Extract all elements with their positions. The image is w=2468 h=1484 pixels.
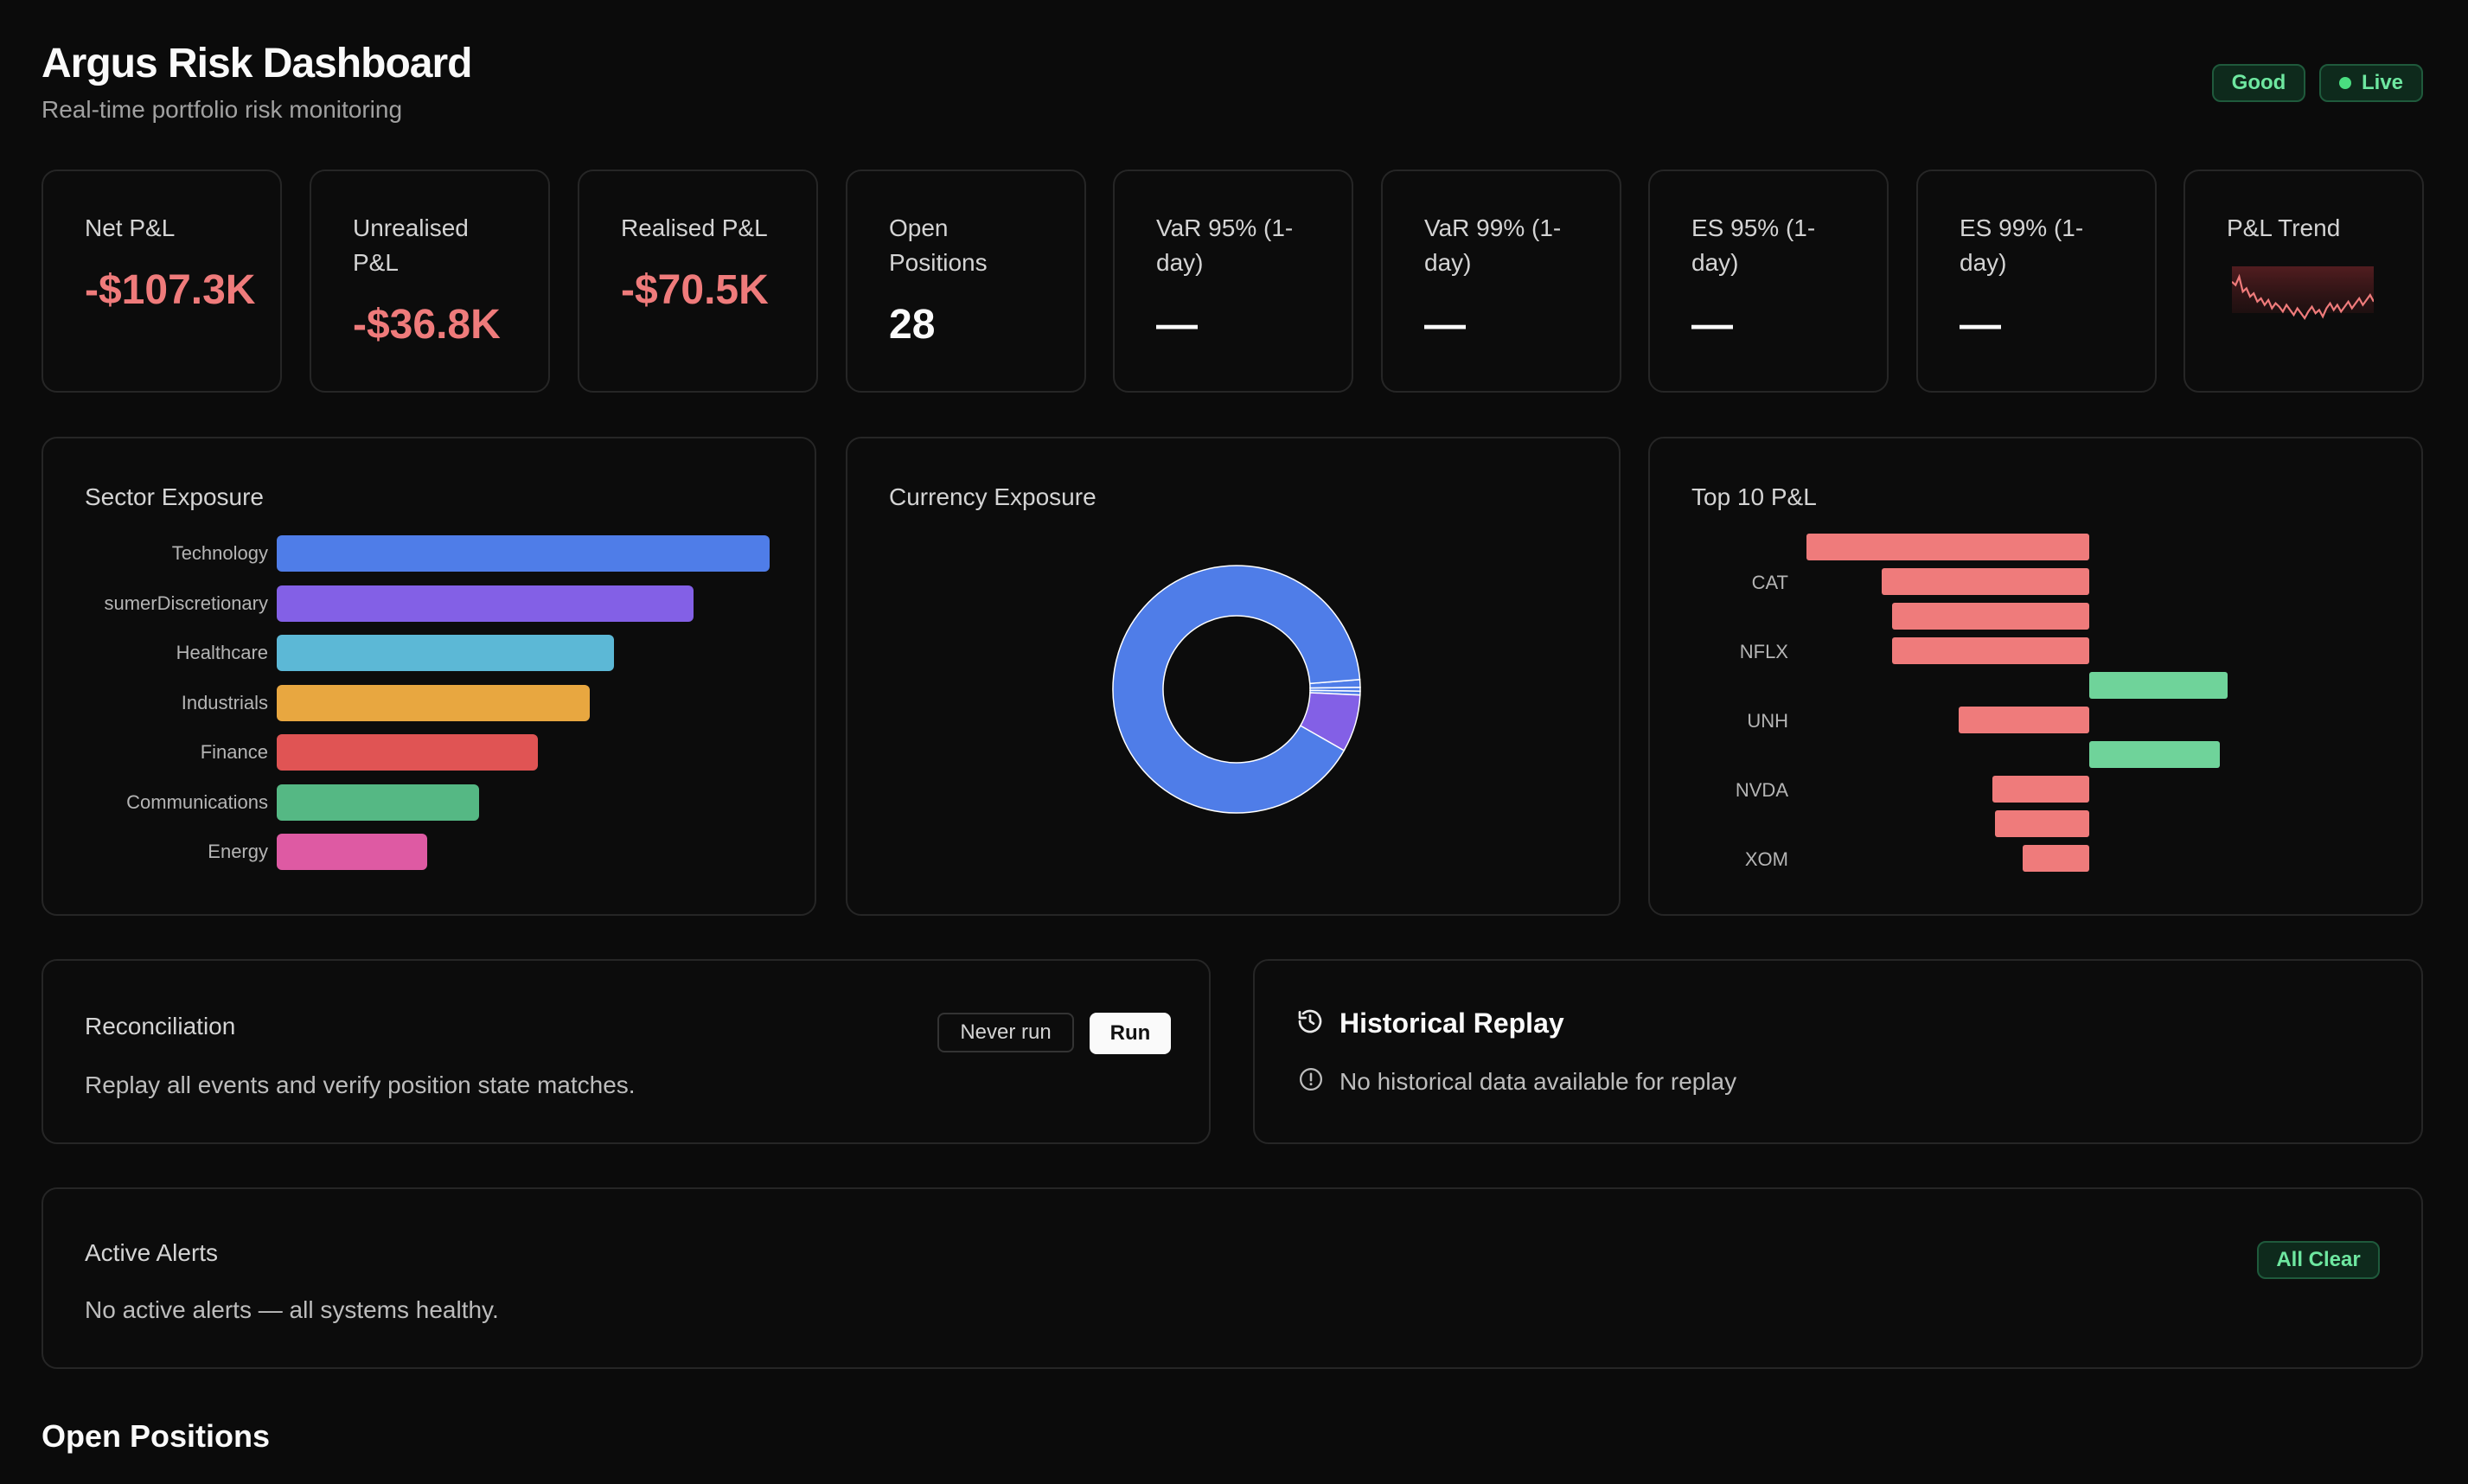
live-badge-label: Live	[2361, 71, 2404, 94]
page-title: Argus Risk Dashboard	[42, 41, 472, 86]
info-icon	[1300, 1068, 1322, 1091]
pnl-bar[interactable]	[1806, 534, 2089, 560]
sector-label: Healthcare	[176, 642, 268, 663]
pnl-bar[interactable]	[1959, 707, 2089, 733]
sector-bar[interactable]	[277, 535, 770, 572]
historical-replay-message: No historical data available for replay	[1339, 1068, 1737, 1095]
reconciliation-panel: Reconciliation Never run Run Replay all …	[42, 959, 1211, 1144]
history-icon	[1298, 1009, 1322, 1033]
sector-exposure-panel: Sector Exposure Technology sumerDiscretio…	[42, 437, 816, 916]
kpi-label: Unrealised P&L	[353, 214, 469, 276]
pnl-label: CAT	[1751, 572, 1788, 593]
kpi-value: —	[1691, 302, 1733, 348]
kpi-label: VaR 99% (1-day)	[1424, 214, 1562, 276]
kpi-card-var99: VaR 99% (1-day) —	[1381, 170, 1621, 393]
kpi-card-es95: ES 95% (1-day) —	[1648, 170, 1889, 393]
all-clear-badge-label: All Clear	[2276, 1248, 2361, 1271]
pnl-bar[interactable]	[2089, 672, 2228, 699]
kpi-card-net-pnl: Net P&L -$107.3K	[42, 170, 282, 393]
kpi-value: -$36.8K	[353, 302, 501, 348]
pnl-bar[interactable]	[1881, 568, 2089, 595]
sector-bar[interactable]	[277, 684, 590, 721]
sector-bar[interactable]	[277, 585, 694, 622]
sector-bar[interactable]	[277, 784, 479, 821]
pnl-label: NVDA	[1735, 779, 1788, 801]
pnl-bar[interactable]	[1892, 637, 2089, 664]
panel-title: Reconciliation	[85, 1013, 236, 1039]
kpi-card-unrealised-pnl: Unrealised P&L -$36.8K	[310, 170, 550, 393]
sector-label: Finance	[200, 741, 268, 763]
active-alerts-panel: Active Alerts All Clear No active alerts…	[42, 1187, 2423, 1369]
sector-exposure-chart: Technology sumerDiscretionary Healthcare In…	[43, 438, 813, 914]
currency-exposure-panel: Currency Exposure	[846, 437, 1621, 916]
currency-donut-chart	[1112, 565, 1361, 814]
kpi-label: ES 95% (1-day)	[1691, 214, 1816, 276]
last-run-button[interactable]: Never run	[937, 1013, 1074, 1052]
pnl-bar[interactable]	[1995, 810, 2089, 837]
kpi-label: VaR 95% (1-day)	[1156, 214, 1294, 276]
status-badge-label: Good	[2231, 71, 2286, 94]
kpi-label: Realised P&L	[621, 214, 768, 241]
sector-label: Industrials	[181, 691, 268, 713]
alerts-message: No active alerts — all systems healthy.	[85, 1296, 499, 1323]
kpi-card-var95: VaR 95% (1-day) —	[1113, 170, 1353, 393]
panel-title: Active Alerts	[85, 1239, 219, 1266]
pnl-label: UNH	[1747, 710, 1788, 732]
kpi-label: ES 99% (1-day)	[1960, 214, 2084, 276]
status-badge: Good	[2212, 64, 2305, 102]
sector-label: sumerDiscretionary	[104, 592, 269, 614]
top-pnl-chart: CAT NFLX UNH NVDA XOM	[1650, 438, 2420, 914]
sector-bar[interactable]	[277, 734, 539, 771]
sector-label: Energy	[208, 841, 268, 862]
kpi-value: -$107.3K	[85, 267, 256, 313]
pnl-bar[interactable]	[2023, 845, 2089, 872]
kpi-card-realised-pnl: Realised P&L -$70.5K	[578, 170, 818, 393]
kpi-card-open-positions: Open Positions 28	[846, 170, 1086, 393]
kpi-value: —	[1156, 302, 1198, 348]
sector-bar[interactable]	[277, 635, 615, 671]
sector-label: Communications	[126, 790, 268, 813]
pnl-bar[interactable]	[1992, 776, 2089, 803]
panel-title: Sector Exposure	[85, 483, 264, 510]
live-dot-icon	[2338, 77, 2351, 89]
pnl-bar[interactable]	[1892, 603, 2089, 630]
panel-title: Top 10 P&L	[1691, 483, 1817, 510]
sector-label: Technology	[171, 542, 268, 564]
pnl-label: XOM	[1744, 848, 1788, 870]
kpi-label: Open Positions	[889, 214, 988, 276]
kpi-label: Net P&L	[85, 214, 176, 241]
top-pnl-panel: Top 10 P&L CAT NFLX UNH NVDA XOM	[1648, 437, 2423, 916]
kpi-card-pnl-trend: P&L Trend	[2183, 170, 2424, 393]
pnl-label: NFLX	[1739, 641, 1788, 662]
page-subtitle: Real-time portfolio risk monitoring	[42, 96, 403, 123]
live-badge: Live	[2319, 64, 2423, 102]
open-positions-heading: Open Positions	[42, 1418, 271, 1454]
currency-slice[interactable]	[1112, 565, 1361, 814]
kpi-value: —	[1960, 302, 2001, 348]
sparkline-line	[2232, 273, 2374, 321]
kpi-label: P&L Trend	[2227, 214, 2341, 241]
pnl-sparkline	[2232, 266, 2374, 321]
panel-title: Currency Exposure	[889, 483, 1097, 510]
kpi-value: —	[1424, 302, 1466, 348]
historical-replay-panel: Historical Replay No historical data ava…	[1253, 959, 2423, 1144]
reconciliation-description: Replay all events and verify position st…	[85, 1071, 636, 1098]
kpi-value: -$70.5K	[621, 267, 769, 313]
sector-bar[interactable]	[277, 834, 427, 870]
run-reconciliation-button[interactable]: Run	[1090, 1013, 1171, 1054]
kpi-value: 28	[889, 302, 936, 348]
pnl-bar[interactable]	[2089, 741, 2220, 768]
kpi-card-es99: ES 99% (1-day) —	[1916, 170, 2157, 393]
panel-title: Historical Replay	[1339, 1007, 1564, 1039]
all-clear-badge: All Clear	[2257, 1241, 2380, 1279]
